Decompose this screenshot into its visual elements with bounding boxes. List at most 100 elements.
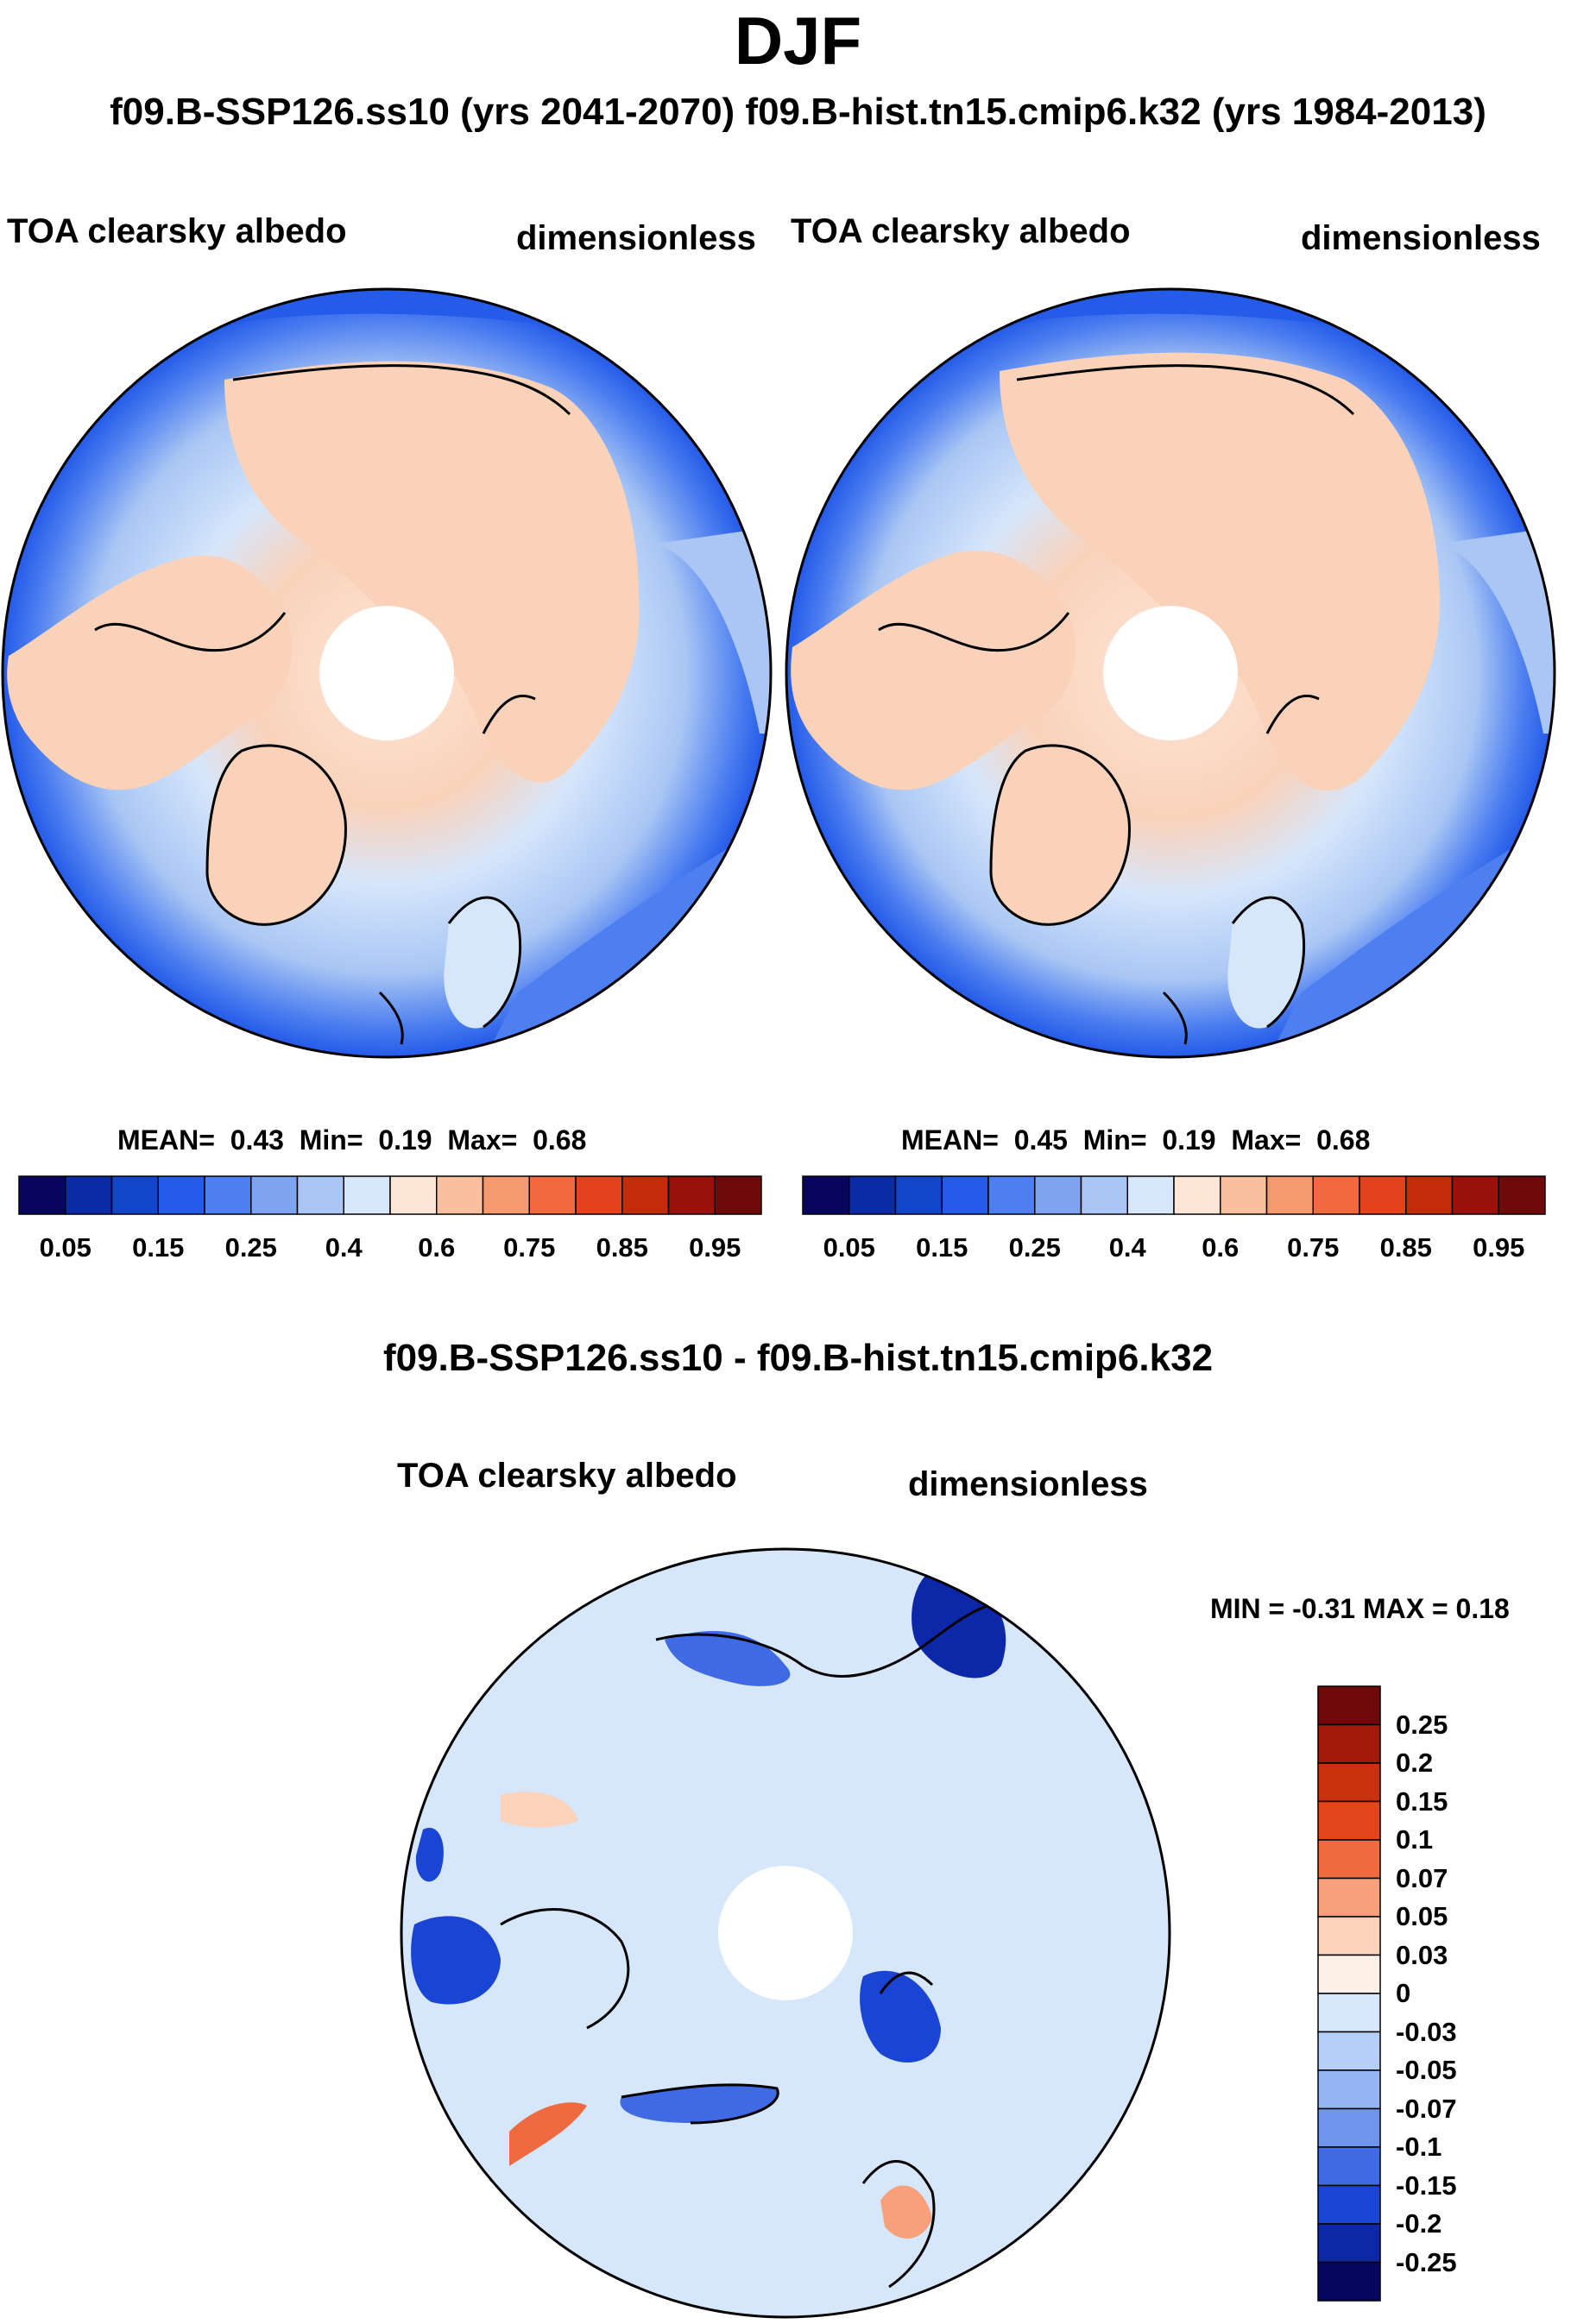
diff-panel-variable: TOA clearsky albedo [397,1457,737,1495]
right-colorbar-box-8 [1173,1175,1221,1215]
left-colorbar-box-8 [389,1175,438,1215]
right-map-border [785,287,1556,1059]
left-panel-variable: TOA clearsky albedo [7,212,347,250]
right-colorbar-tick-label: 0.25 [1008,1232,1061,1263]
right-colorbar-box-13 [1405,1175,1454,1215]
diff-colorbar-tick-label: -0.15 [1396,2170,1457,2201]
right-panel-variable: TOA clearsky albedo [791,212,1131,250]
diff-colorbar-tick-label: 0.15 [1396,1786,1448,1817]
left-colorbar-tick-label: 0.25 [224,1232,277,1263]
right-colorbar-box-6 [1080,1175,1128,1215]
diff-colorbar-box-11 [1317,2107,1381,2148]
diff-colorbar-box-13 [1317,2184,1381,2225]
right-colorbar-tick-label: 0.85 [1379,1232,1432,1263]
diff-colorbar-tick-label: -0.25 [1396,2246,1457,2277]
left-colorbar [18,1175,762,1215]
right-map-eurasia [1000,352,1440,791]
diff-colorbar-tick-label: -0.05 [1396,2055,1457,2085]
right-colorbar-tick-label: 0.15 [916,1232,968,1263]
left-colorbar-box-1 [65,1175,113,1215]
diff-colorbar-box-9 [1317,2031,1381,2071]
diff-title: f09.B-SSP126.ss10 - f09.B-hist.tn15.cmip… [382,1337,1214,1379]
right-colorbar-box-10 [1265,1175,1314,1215]
left-colorbar-box-14 [667,1175,716,1215]
diff-colorbar-box-14 [1317,2223,1381,2264]
left-colorbar-box-12 [575,1175,623,1215]
left-colorbar-box-15 [714,1175,762,1215]
right-colorbar-box-1 [848,1175,897,1215]
left-map-pole-hole [319,606,454,740]
right-colorbar-tick-label: 0.05 [823,1232,875,1263]
left-colorbar-labels: 0.05 0.15 0.25 0.4 0.6 0.75 0.85 0.95 [16,1232,766,1267]
diff-colorbar-box-1 [1317,1723,1381,1764]
left-panel-units: dimensionless [516,219,756,257]
right-colorbar-tick-label: 0.6 [1202,1232,1240,1263]
left-colorbar-box-11 [528,1175,577,1215]
left-colorbar-tick-label: 0.6 [418,1232,456,1263]
left-stats: MEAN= 0.43 Min= 0.19 Max= 0.68 [117,1124,587,1156]
right-colorbar-box-14 [1451,1175,1499,1215]
diff-colorbar-tick-label: -0.2 [1396,2208,1442,2239]
right-colorbar-labels: 0.05 0.15 0.25 0.4 0.6 0.75 0.85 0.95 [799,1232,1550,1267]
left-map-eurasia [224,361,640,783]
diff-colorbar-box-8 [1317,1993,1381,2033]
diff-colorbar-tick-label: 0.05 [1396,1901,1448,1931]
right-stats: MEAN= 0.45 Min= 0.19 Max= 0.68 [901,1124,1371,1156]
right-colorbar-box-9 [1220,1175,1268,1215]
right-colorbar [802,1175,1546,1215]
left-colorbar-box-2 [110,1175,159,1215]
diff-colorbar-labels: 0.25 0.2 0.15 0.1 0.07 0.05 0.03 0 -0.03 -0.05 -0.… [1396,1683,1499,2304]
diff-colorbar-box-12 [1317,2146,1381,2187]
left-polar-map [1,287,773,1059]
diff-colorbar-box-15 [1317,2261,1381,2302]
left-colorbar-box-3 [157,1175,205,1215]
diff-colorbar-box-5 [1317,1877,1381,1918]
left-colorbar-box-5 [250,1175,299,1215]
right-colorbar-tick-label: 0.75 [1287,1232,1340,1263]
left-colorbar-box-4 [204,1175,252,1215]
left-map-border [1,287,773,1059]
diff-colorbar-tick-label: 0.1 [1396,1824,1434,1855]
left-colorbar-tick-label: 0.4 [325,1232,363,1263]
diff-polar-map [400,1547,1171,2319]
right-colorbar-box-7 [1126,1175,1175,1215]
left-map-scandinavia [444,897,520,1029]
diff-colorbar-box-0 [1317,1685,1381,1726]
diff-panel-units: dimensionless [908,1465,1148,1503]
diff-minmax: MIN = -0.31 MAX = 0.18 [1210,1593,1510,1624]
right-colorbar-box-15 [1498,1175,1546,1215]
left-colorbar-tick-label: 0.95 [689,1232,741,1263]
right-colorbar-tick-label: 0.4 [1108,1232,1146,1263]
left-map-north-america [7,555,293,790]
diff-colorbar-box-6 [1317,1916,1381,1956]
right-polar-map [785,287,1556,1059]
left-colorbar-box-7 [343,1175,391,1215]
diff-colorbar-tick-label: 0.2 [1396,1748,1434,1778]
diff-map-border [400,1547,1171,2319]
diff-colorbar [1317,1685,1381,2302]
right-panel-units: dimensionless [1301,219,1541,257]
left-colorbar-box-10 [482,1175,530,1215]
left-colorbar-tick-label: 0.85 [596,1232,648,1263]
diff-colorbar-tick-label: -0.1 [1396,2132,1442,2162]
figure-subtitle: f09.B-SSP126.ss10 (yrs 2041-2070) f09.B-… [110,91,1486,133]
diff-colorbar-tick-label: -0.07 [1396,2093,1457,2124]
diff-map-pole-hole [718,1866,853,2000]
right-colorbar-tick-label: 0.95 [1473,1232,1525,1263]
diff-colorbar-box-3 [1317,1800,1381,1841]
right-colorbar-box-0 [802,1175,850,1215]
diff-colorbar-tick-label: 0.03 [1396,1939,1448,1970]
diff-colorbar-tick-label: 0.25 [1396,1709,1448,1740]
left-colorbar-tick-label: 0.75 [503,1232,556,1263]
diff-colorbar-tick-label: 0.07 [1396,1862,1448,1893]
right-map-north-america [791,551,1076,790]
right-colorbar-box-4 [987,1175,1036,1215]
right-colorbar-box-3 [941,1175,989,1215]
right-colorbar-box-5 [1034,1175,1082,1215]
right-map-greenland [991,745,1130,925]
figure-season-title: DJF [734,3,862,79]
diff-colorbar-box-4 [1317,1839,1381,1880]
diff-colorbar-box-10 [1317,2069,1381,2110]
right-colorbar-box-12 [1359,1175,1407,1215]
right-map-scandinavia [1227,897,1304,1029]
